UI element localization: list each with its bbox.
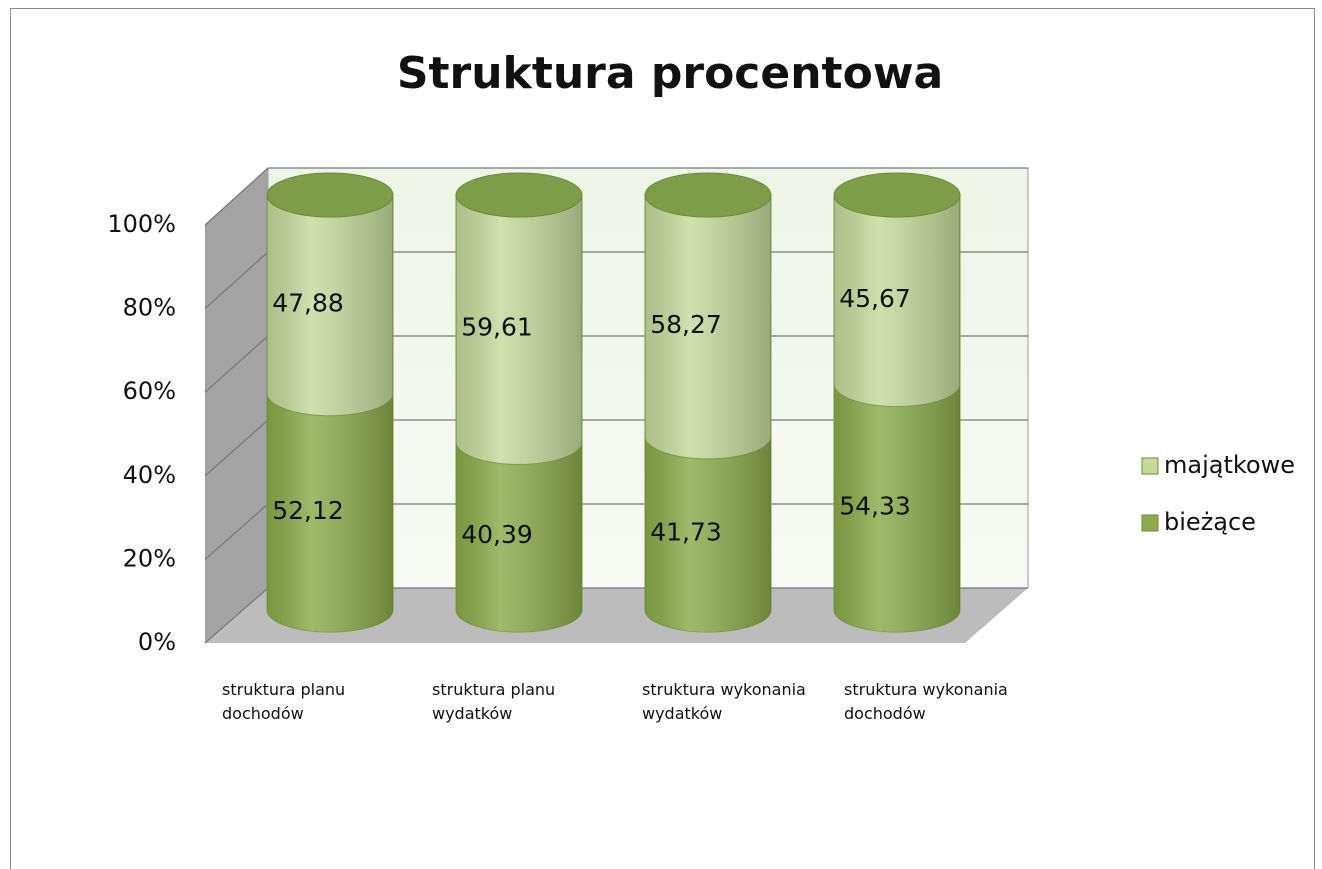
bar-top xyxy=(833,172,961,218)
chart-title: Struktura procentowa xyxy=(397,48,943,99)
floor xyxy=(205,588,1028,643)
bar-shade xyxy=(645,436,771,632)
value-label: 40,39 xyxy=(461,520,533,549)
side-grid-line xyxy=(204,419,269,477)
value-label: 47,88 xyxy=(272,288,344,317)
bar-shade xyxy=(456,195,582,465)
legend-label: majątkowe xyxy=(1164,451,1295,479)
side-wall xyxy=(205,168,268,643)
value-label: 58,27 xyxy=(650,310,722,339)
y-tick-label: 80% xyxy=(123,294,176,322)
bar-shade xyxy=(456,442,582,632)
x-tick-label: struktura planu wydatków xyxy=(432,680,556,723)
value-label: 52,12 xyxy=(272,496,344,525)
y-tick-label: 100% xyxy=(107,210,176,238)
value-label: 59,61 xyxy=(461,313,533,342)
y-tick-label: 0% xyxy=(138,628,176,656)
bar-top xyxy=(455,172,583,218)
bar-shade xyxy=(267,195,393,416)
side-grid-line xyxy=(204,503,269,560)
value-label: 54,33 xyxy=(839,491,911,520)
bar-top xyxy=(644,172,772,218)
y-tick-label: 40% xyxy=(123,461,176,489)
side-grid-line xyxy=(204,251,269,310)
bar-shade xyxy=(645,195,771,459)
legend-swatch xyxy=(1141,457,1159,475)
y-tick-label: 60% xyxy=(123,377,176,405)
side-grid-line xyxy=(204,335,269,393)
value-label: 41,73 xyxy=(650,517,722,546)
chart-border xyxy=(10,8,1315,869)
x-tick-label: struktura wykonania wydatków xyxy=(642,680,806,723)
side-grid-line xyxy=(204,167,269,226)
legend-swatch xyxy=(1141,514,1159,532)
value-label: 45,67 xyxy=(839,284,911,313)
legend-label: bieżące xyxy=(1164,508,1256,536)
y-tick-label: 20% xyxy=(123,544,176,572)
x-tick-label: struktura planu dochodów xyxy=(222,680,346,723)
bar-top xyxy=(266,172,394,218)
bar-shade xyxy=(834,384,961,632)
bar-shade xyxy=(834,195,960,407)
bar-shade xyxy=(267,393,393,632)
side-grid-line xyxy=(204,587,269,644)
x-tick-label: struktura wykonania dochodów xyxy=(844,680,1008,723)
